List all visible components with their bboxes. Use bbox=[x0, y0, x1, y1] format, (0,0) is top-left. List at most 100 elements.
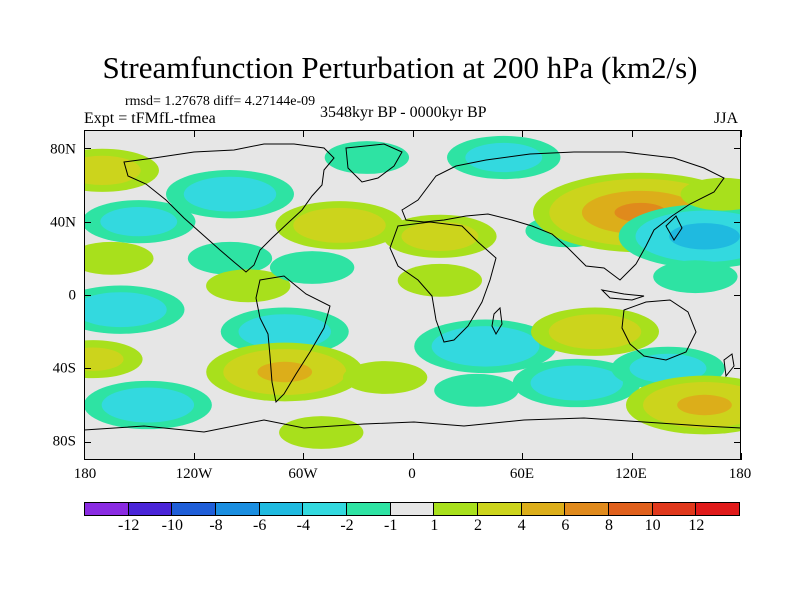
lon-tick-label: 120E bbox=[615, 466, 647, 482]
axis-tick bbox=[84, 130, 85, 137]
axis-tick bbox=[734, 148, 741, 150]
axis-tick bbox=[412, 453, 414, 460]
contour-band bbox=[434, 373, 519, 407]
contour-band bbox=[680, 177, 741, 211]
colorbar-swatch bbox=[258, 502, 304, 516]
lat-tick-label: 80N bbox=[50, 141, 76, 158]
colorbar-label: -4 bbox=[296, 517, 310, 534]
contour-band bbox=[653, 260, 738, 294]
lat-tick-label: 80S bbox=[52, 433, 76, 450]
anomaly-cell bbox=[206, 342, 364, 402]
contour-band bbox=[530, 365, 623, 401]
colorbar-swatch bbox=[127, 502, 173, 516]
contour-band bbox=[206, 269, 291, 303]
contour-band bbox=[101, 387, 195, 423]
axis-tick bbox=[734, 368, 741, 370]
axis-tick bbox=[303, 130, 304, 137]
colorbar-swatch bbox=[389, 502, 435, 516]
colorbar-swatch bbox=[171, 502, 217, 516]
colorbar-label: -12 bbox=[117, 517, 140, 534]
anomaly-cell bbox=[166, 169, 294, 219]
coastlines bbox=[84, 143, 741, 433]
stats-label: rmsd= 1.27678 diff= 4.27144e-09 bbox=[125, 94, 316, 109]
anomaly-cell bbox=[434, 373, 519, 407]
axis-tick bbox=[522, 453, 523, 460]
lat-tick-label: 0 bbox=[68, 287, 77, 304]
contour-band bbox=[84, 241, 154, 275]
anomaly-cell bbox=[531, 307, 659, 356]
anomaly-cell bbox=[342, 361, 428, 394]
contour-band bbox=[397, 263, 483, 297]
contour-band bbox=[342, 361, 428, 394]
anomaly-cell bbox=[84, 285, 185, 334]
colorbar-swatch bbox=[564, 502, 610, 516]
axis-tick bbox=[734, 441, 741, 443]
axis-tick bbox=[193, 453, 195, 460]
colorbar-label: 12 bbox=[688, 517, 705, 534]
colorbar-swatch bbox=[215, 502, 260, 516]
colorbar-label: -8 bbox=[209, 517, 223, 534]
anomaly-cell bbox=[653, 260, 738, 294]
contour-band bbox=[84, 155, 141, 185]
axis-tick bbox=[741, 453, 742, 460]
contour-band bbox=[269, 251, 355, 284]
anomaly-cell bbox=[279, 416, 364, 449]
axis-tick bbox=[412, 130, 414, 137]
colorbar-label: -1 bbox=[383, 517, 398, 534]
colorbar-swatch bbox=[608, 502, 653, 516]
colorbar-swatch bbox=[84, 502, 129, 516]
axis-tick bbox=[84, 221, 91, 223]
anomaly-cell bbox=[84, 340, 143, 379]
contour-band bbox=[669, 223, 740, 250]
axis-tick bbox=[734, 295, 741, 296]
contour-band bbox=[629, 353, 707, 383]
anomaly-cell bbox=[383, 214, 497, 258]
contour-band bbox=[257, 361, 313, 383]
map-panel bbox=[84, 130, 741, 460]
colorbar-label: 4 bbox=[517, 517, 526, 534]
anomaly-cell bbox=[206, 269, 291, 303]
axis-tick bbox=[303, 453, 304, 460]
axis-tick bbox=[84, 148, 91, 150]
axis-tick bbox=[84, 368, 91, 370]
anomaly-cell bbox=[220, 307, 349, 356]
anomaly-cell bbox=[618, 204, 741, 269]
period-label: 3548kyr BP - 0000kyr BP bbox=[320, 104, 487, 121]
colorbar-swatch bbox=[651, 502, 697, 516]
colorbar-label: 8 bbox=[605, 517, 613, 534]
lon-tick-label: 120W bbox=[175, 466, 213, 482]
contour-band bbox=[431, 326, 540, 367]
anomaly-cell bbox=[84, 241, 154, 275]
contour-band bbox=[279, 416, 364, 449]
contour-band bbox=[238, 314, 331, 350]
colorbar bbox=[84, 502, 741, 516]
lon-tick-label: 60E bbox=[509, 466, 535, 482]
contour-band bbox=[293, 207, 386, 243]
contour-band bbox=[548, 314, 642, 350]
axis-tick bbox=[84, 453, 85, 460]
colorbar-label: 2 bbox=[474, 517, 482, 534]
lon-tick-label: 60W bbox=[288, 466, 318, 482]
colorbar-label: -10 bbox=[161, 517, 183, 534]
anomaly-cell bbox=[680, 177, 741, 211]
axis-tick bbox=[631, 130, 633, 137]
anomaly-cell bbox=[269, 251, 355, 284]
anomaly-cell bbox=[275, 201, 404, 250]
colorbar-swatch bbox=[477, 502, 522, 516]
lon-tick-label: 0 bbox=[408, 466, 416, 482]
colorbar-label: -6 bbox=[252, 517, 267, 534]
colorbar-swatch bbox=[346, 502, 391, 516]
anomaly-cell bbox=[414, 319, 557, 374]
lat-tick-label: 40N bbox=[50, 214, 76, 231]
lon-tick-label: 180 bbox=[73, 466, 97, 482]
contour-fields bbox=[84, 135, 741, 449]
anomaly-cell bbox=[397, 263, 483, 297]
plot-title: Streamfunction Perturbation at 200 hPa (… bbox=[102, 50, 698, 85]
colorbar-swatch bbox=[302, 502, 348, 516]
lat-tick-label: 40S bbox=[52, 360, 76, 377]
axis-tick bbox=[741, 130, 742, 137]
colorbar-swatch bbox=[695, 502, 741, 516]
colorbar-swatch bbox=[433, 502, 479, 516]
contour-band bbox=[84, 347, 124, 371]
axis-tick bbox=[522, 130, 523, 137]
